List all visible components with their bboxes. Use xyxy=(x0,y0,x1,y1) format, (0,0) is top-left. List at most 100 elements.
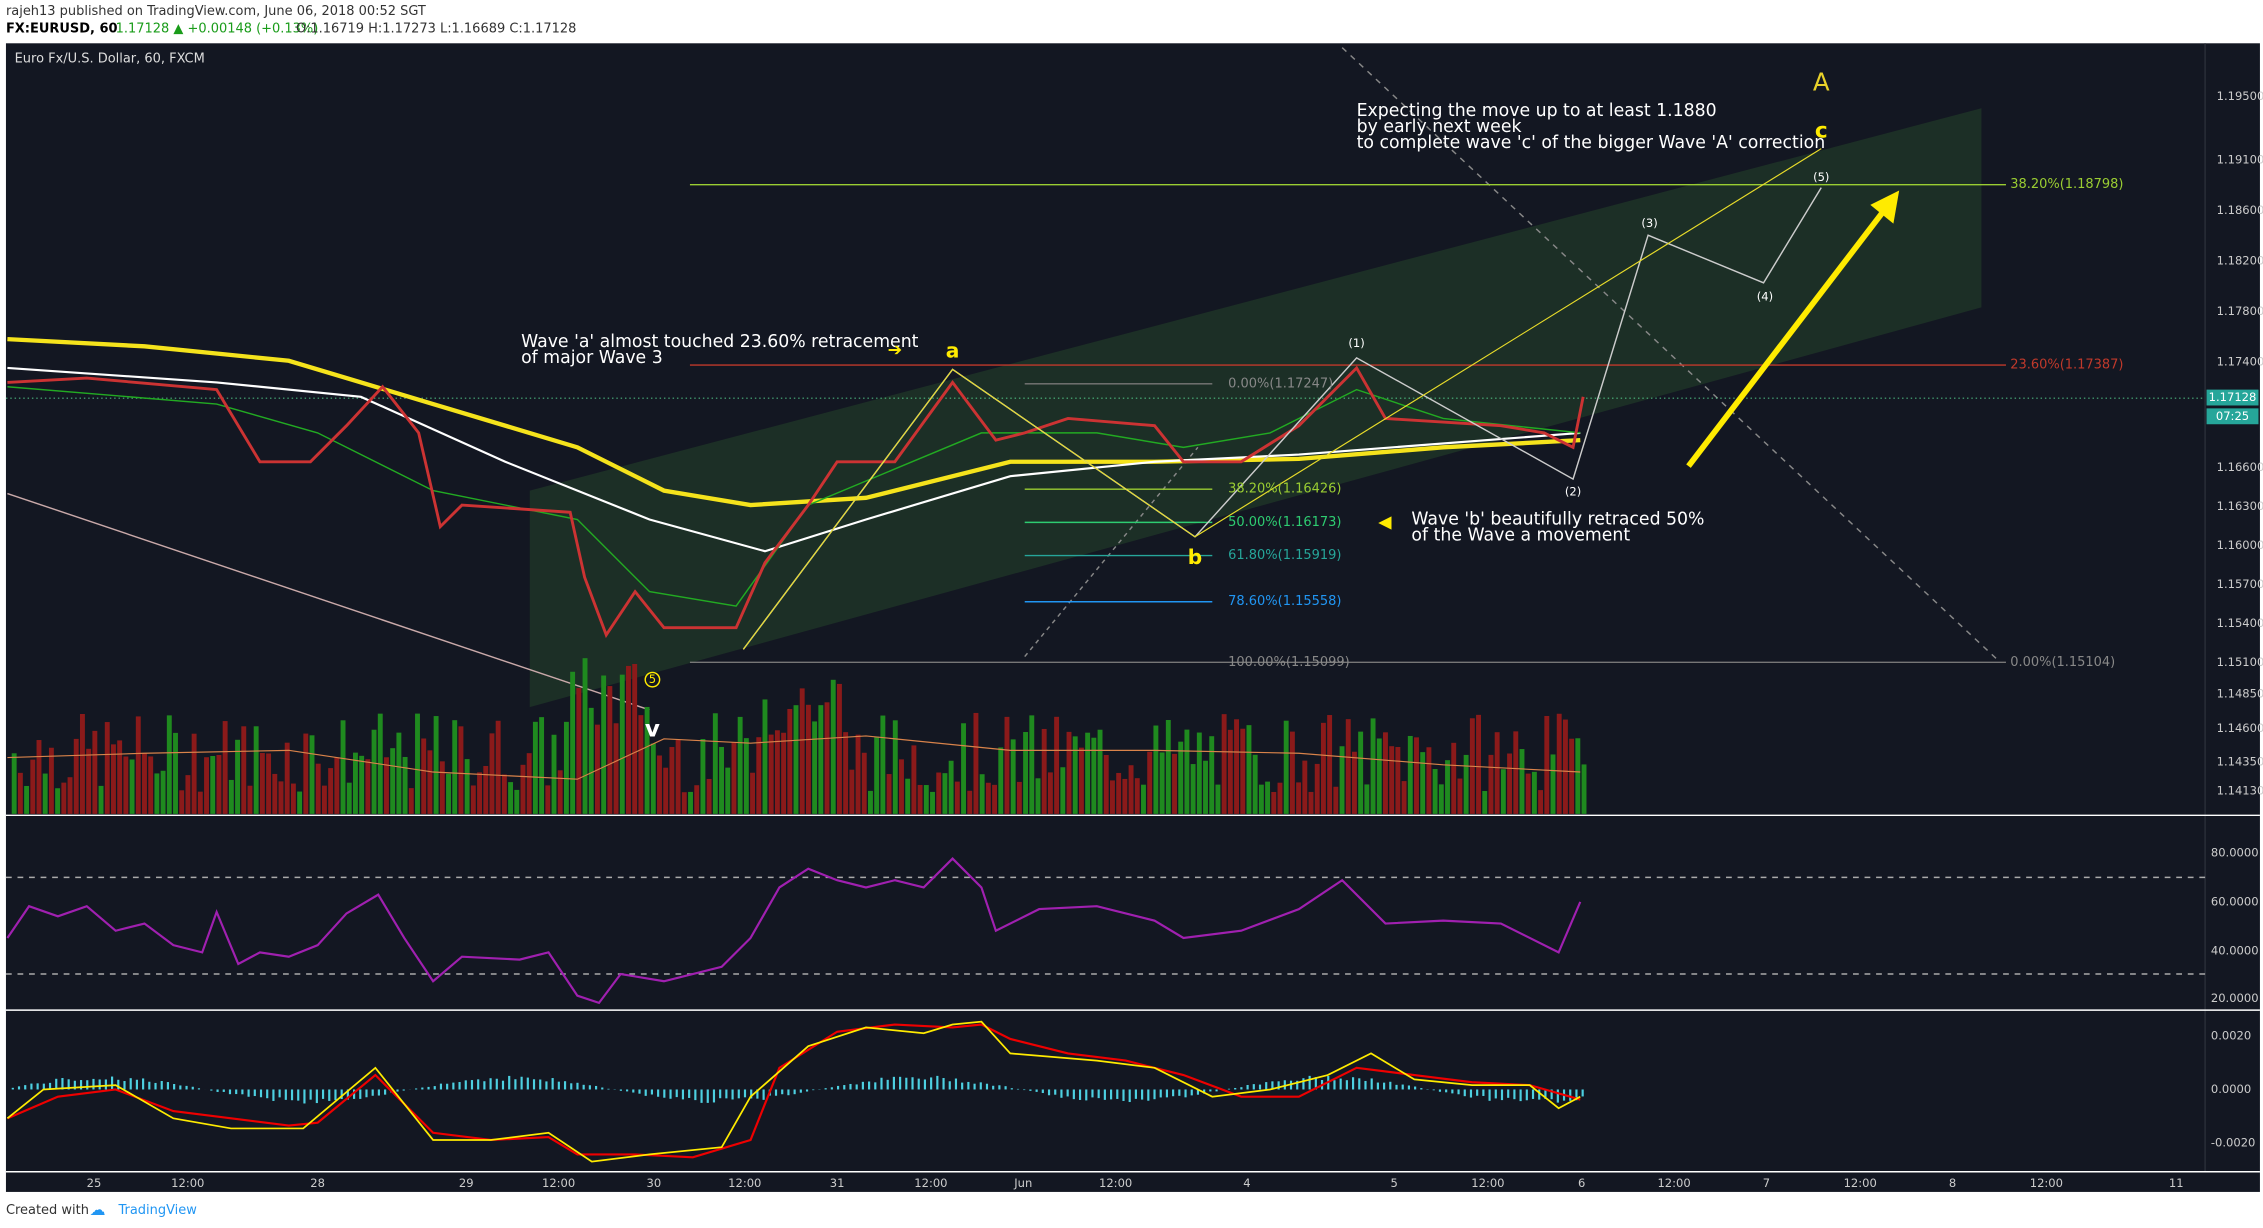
volume-bar xyxy=(1513,731,1519,814)
volume-bar xyxy=(446,773,451,814)
histogram-bar xyxy=(1476,1089,1479,1096)
histogram-bar xyxy=(104,1079,107,1090)
time-tick-label: 28 xyxy=(310,1176,325,1190)
volume-bar xyxy=(1091,737,1097,814)
volume-bar xyxy=(836,683,842,814)
histogram-bar xyxy=(886,1079,889,1090)
volume-bar xyxy=(992,784,998,814)
histogram-bar xyxy=(855,1084,858,1090)
histogram-bar xyxy=(1165,1089,1169,1098)
volume-bar xyxy=(30,759,36,814)
volume-bar xyxy=(1178,741,1184,814)
histogram-bar xyxy=(359,1089,362,1099)
histogram-bar xyxy=(303,1089,306,1104)
volume-bar xyxy=(520,764,526,814)
volume-bar xyxy=(1252,754,1258,814)
histogram-bar xyxy=(1494,1089,1497,1099)
histogram-bar xyxy=(266,1089,269,1099)
macd-line xyxy=(6,1020,1581,1163)
volume-bar xyxy=(719,746,724,814)
histogram-bar xyxy=(1345,1080,1348,1090)
histogram-bar xyxy=(1432,1089,1435,1091)
histogram-bar xyxy=(272,1089,275,1101)
volume-bar xyxy=(55,788,61,814)
volume-bar xyxy=(253,726,259,814)
arrowhead xyxy=(1870,190,1900,224)
volume-bar xyxy=(408,788,414,814)
price-tick-label: 1.17400 xyxy=(2217,355,2263,369)
time-tick-label: Jun xyxy=(1013,1176,1032,1190)
rsi-tick-label: 60.0000 xyxy=(2211,894,2259,908)
volume-bar xyxy=(42,773,48,814)
histogram-bar xyxy=(1035,1089,1038,1092)
chart-area xyxy=(5,43,2260,1192)
volume-bar xyxy=(551,734,557,814)
volume-bar xyxy=(917,784,923,814)
histogram-bar xyxy=(446,1083,449,1090)
histogram-bar xyxy=(1463,1089,1466,1097)
volume-bar xyxy=(1308,791,1314,814)
time-tick-label: 12:00 xyxy=(542,1176,575,1190)
volume-bar xyxy=(1364,784,1370,814)
histogram-bar xyxy=(1351,1077,1355,1090)
histogram-bar xyxy=(11,1087,14,1090)
histogram-bar xyxy=(1203,1089,1206,1094)
histogram-bar xyxy=(948,1081,951,1090)
volume-bar xyxy=(359,755,365,814)
volume-bar xyxy=(886,774,892,814)
volume-bar xyxy=(508,782,514,814)
volume-bar xyxy=(135,716,141,814)
volume-bar xyxy=(210,756,216,814)
volume-bar xyxy=(1004,716,1010,814)
time-tick-label: 7 xyxy=(1763,1176,1770,1190)
volume-bar xyxy=(1463,754,1469,814)
volume-bar xyxy=(464,759,470,814)
last-price: 1.17128 xyxy=(2209,390,2257,404)
volume-bar xyxy=(433,716,439,814)
volume-bar xyxy=(1345,719,1351,814)
volume-bar xyxy=(1072,736,1078,814)
histogram-bar xyxy=(539,1079,542,1090)
histogram-bar xyxy=(321,1089,325,1099)
volume-bar xyxy=(92,730,98,814)
wave-label: (2) xyxy=(1565,485,1581,499)
volume-bar xyxy=(979,774,985,814)
price-tick-label: 1.17800 xyxy=(2217,304,2263,318)
wave-label: (1) xyxy=(1348,336,1364,350)
histogram-bar xyxy=(452,1082,455,1090)
histogram-bar xyxy=(836,1085,840,1090)
volume-bar xyxy=(1494,732,1500,814)
histogram-bar xyxy=(377,1089,380,1096)
volume-bar xyxy=(1351,751,1357,814)
histogram-bar xyxy=(861,1081,864,1090)
volume-bar xyxy=(954,781,960,814)
volume-bar xyxy=(1035,778,1041,814)
volume-bar xyxy=(750,772,756,814)
fib-label: 61.80%(1.15919) xyxy=(1228,548,1341,563)
volume-bar xyxy=(1215,784,1221,814)
last-price-badge xyxy=(2206,389,2259,406)
volume-bar xyxy=(657,755,662,814)
volume-bar xyxy=(1476,714,1481,814)
histogram-bar xyxy=(930,1077,933,1090)
histogram-bar xyxy=(911,1077,914,1090)
volume-bar xyxy=(1581,764,1587,814)
volume-bar xyxy=(781,732,787,814)
histogram-bar xyxy=(1078,1089,1082,1100)
histogram-bar xyxy=(1116,1089,1119,1099)
histogram-bar xyxy=(210,1089,213,1091)
histogram-bar xyxy=(1445,1089,1448,1093)
histogram-bar xyxy=(570,1083,573,1090)
volume-bar xyxy=(613,723,619,814)
volume-bar xyxy=(247,785,253,814)
histogram-bar xyxy=(1066,1089,1069,1097)
histogram-bar xyxy=(346,1089,349,1100)
volume-bar xyxy=(111,744,116,814)
volume-bar xyxy=(588,707,594,814)
volume-bar xyxy=(1556,713,1562,814)
volume-bar xyxy=(352,752,358,814)
histogram-bar xyxy=(961,1082,964,1090)
histogram-bar xyxy=(1103,1089,1106,1100)
histogram-bar xyxy=(657,1089,660,1097)
volume-bar xyxy=(477,772,483,814)
